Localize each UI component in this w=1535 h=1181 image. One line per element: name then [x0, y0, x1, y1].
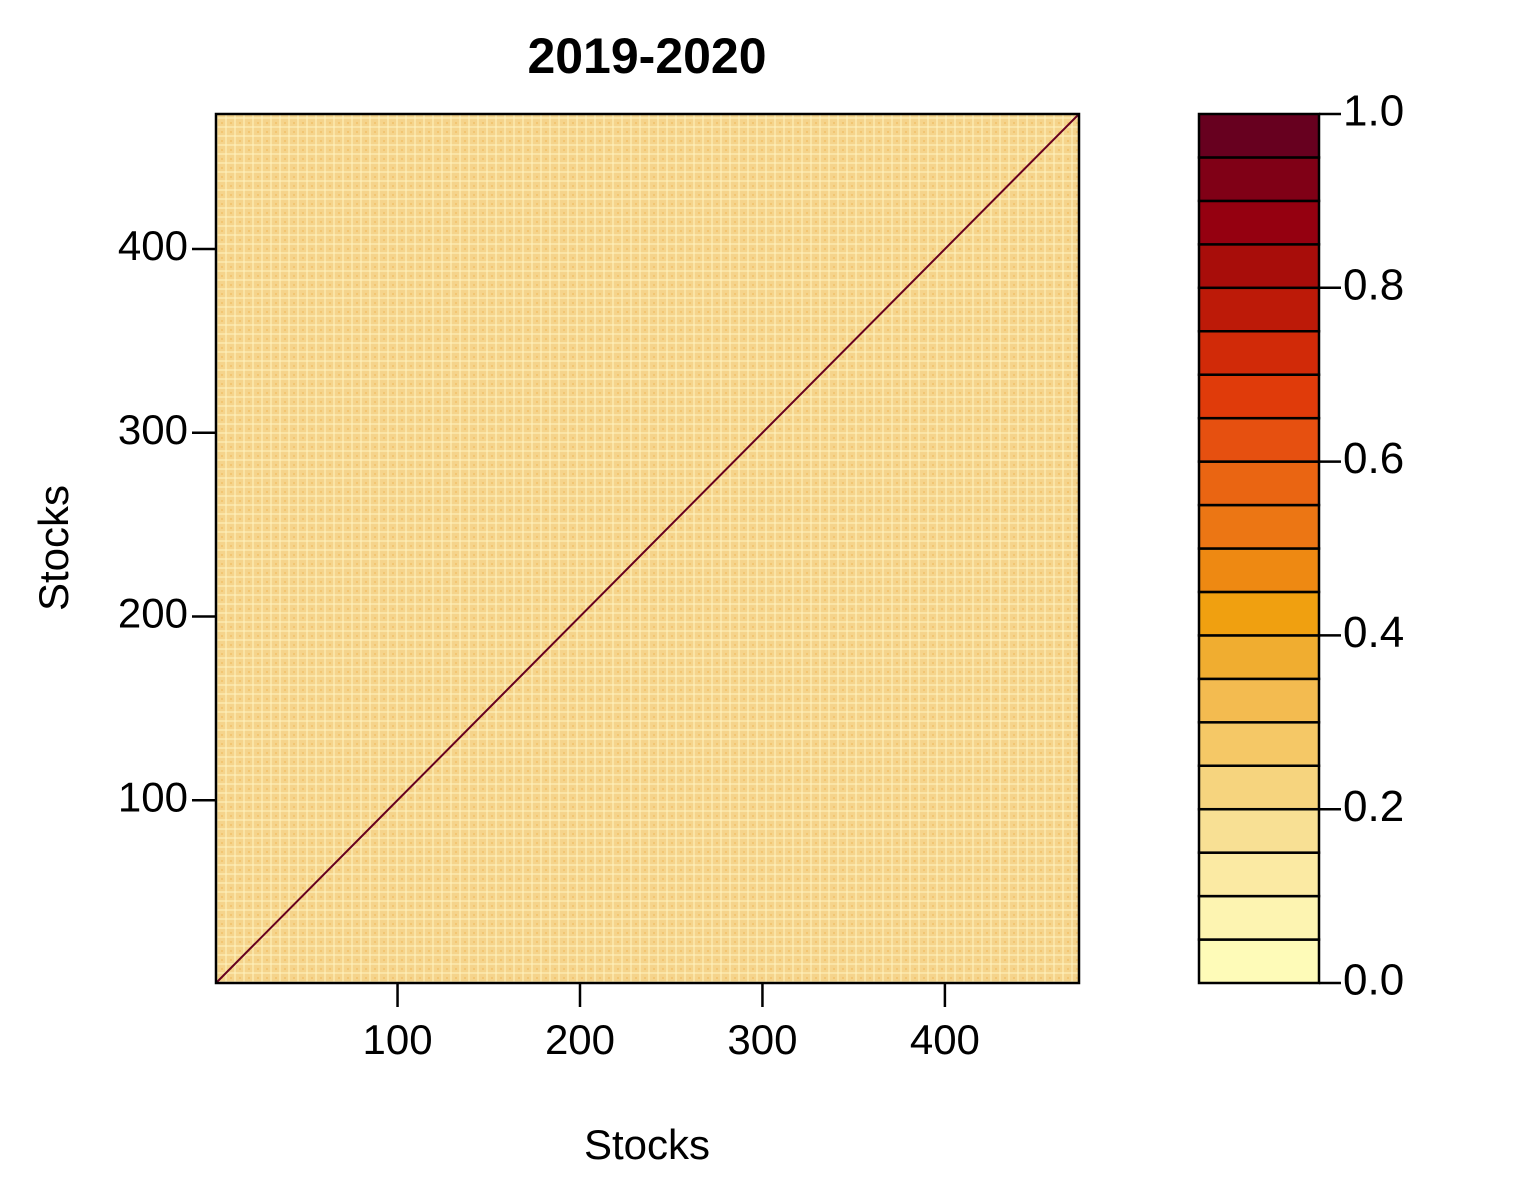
colorbar-bin	[1197, 416, 1321, 463]
colorbar-bin	[1197, 373, 1321, 420]
colorbar-bin	[1197, 460, 1321, 507]
plot-frame	[214, 112, 1081, 985]
colorbar-tick-label: 0.8	[1343, 260, 1404, 309]
x-tick-label: 200	[545, 1016, 615, 1063]
chart-title: 2019-2020	[527, 28, 766, 84]
x-axis-label: Stocks	[584, 1121, 710, 1168]
colorbar-bin	[1197, 286, 1321, 333]
colorbar-bin	[1197, 807, 1321, 854]
y-tick-label: 100	[118, 773, 188, 820]
colorbar-tick-label: 0.6	[1343, 434, 1404, 483]
colorbar-bin	[1197, 547, 1321, 594]
colorbar-bin	[1197, 938, 1321, 985]
colorbar-bin	[1197, 590, 1321, 637]
colorbar-bin	[1197, 851, 1321, 898]
colorbar-bin	[1197, 112, 1321, 159]
y-tick-label: 400	[118, 222, 188, 269]
y-tick-label: 300	[118, 406, 188, 453]
colorbar-bin	[1197, 156, 1321, 203]
colorbar-bin	[1197, 894, 1321, 941]
colorbar-bin	[1197, 721, 1321, 767]
colorbar-bin	[1197, 764, 1321, 811]
x-tick-label: 400	[910, 1016, 980, 1063]
colorbar-bin	[1197, 330, 1321, 376]
x-tick-label: 100	[363, 1016, 433, 1063]
colorbar-bin	[1197, 503, 1321, 550]
diagonal	[215, 113, 1080, 984]
colorbar-tick-label: 0.0	[1343, 956, 1404, 1005]
colorbar-tick-label: 1.0	[1343, 87, 1404, 136]
colorbar-bin	[1197, 677, 1321, 724]
y-axis-label: Stocks	[30, 485, 77, 611]
colorbar-bin	[1197, 243, 1321, 290]
colorbar-bin	[1197, 199, 1321, 246]
x-tick-label: 300	[727, 1016, 797, 1063]
colorbar-tick-label: 0.4	[1343, 608, 1404, 657]
colorbar-tick-label: 0.2	[1343, 782, 1404, 831]
y-tick-label: 200	[118, 590, 188, 637]
colorbar-bin	[1197, 634, 1321, 681]
